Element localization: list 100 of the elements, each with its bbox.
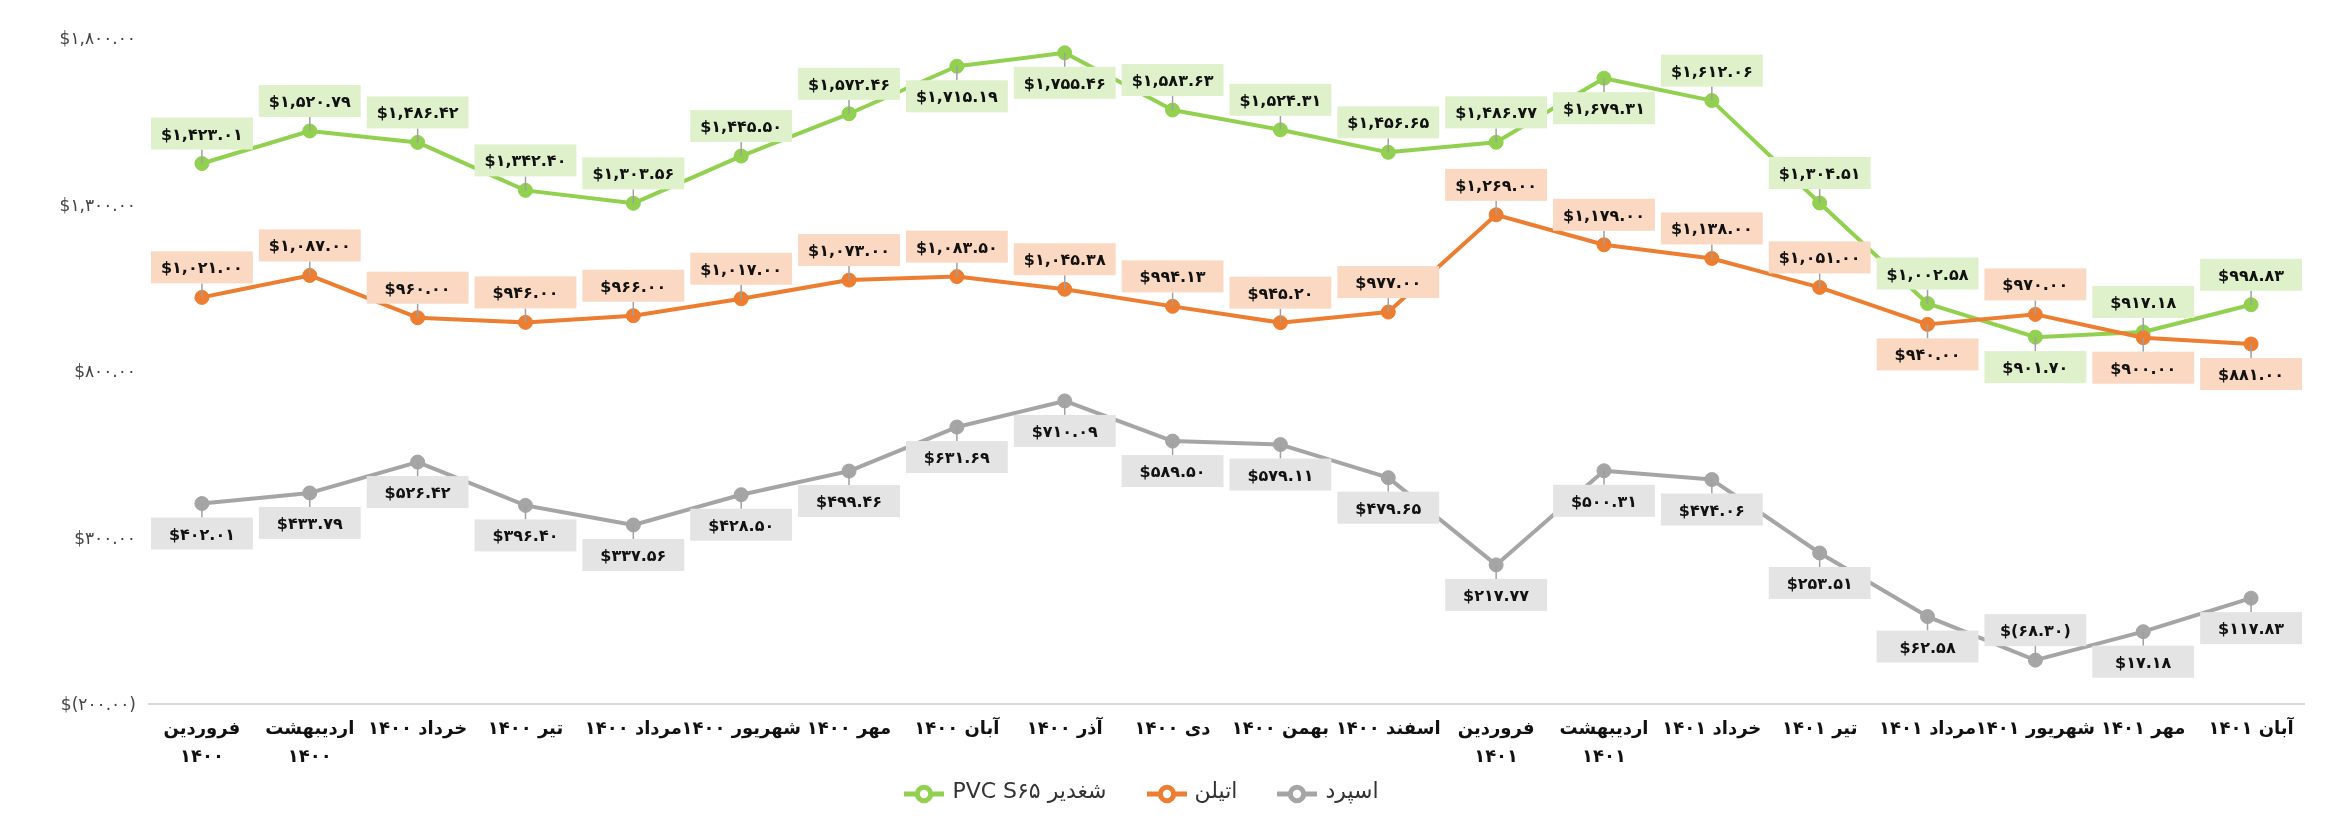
x-tick-label: مهر ۱۴۰۱: [2101, 717, 2186, 739]
legend-label: اتیلن: [1194, 777, 1238, 803]
x-tick-label: آذر ۱۴۰۰: [1026, 716, 1104, 738]
point: [1704, 250, 1720, 266]
data-label: $۱,۴۸۶.۷۷: [1455, 103, 1538, 123]
point: [1380, 144, 1396, 160]
x-tick-label: مرداد ۱۴۰۱: [1878, 717, 1977, 739]
data-label: $۵۰۰.۳۱: [1570, 491, 1637, 511]
data-label: $۹۰۱.۷۰: [2002, 358, 2069, 378]
point: [2027, 652, 2043, 668]
x-tick-label: خرداد ۱۴۰۱: [1662, 717, 1762, 739]
data-label: $۱۷.۱۸: [2115, 652, 2172, 672]
data-label: $۱,۵۲۴.۳۱: [1239, 90, 1322, 110]
point: [949, 269, 965, 285]
y-tick-label: $(۲۰۰.۰۰): [60, 694, 136, 714]
data-label: $۱,۰۸۳.۵۰: [915, 237, 998, 257]
point: [1380, 470, 1396, 486]
y-tick-label: $۱,۳۰۰.۰۰: [59, 194, 136, 215]
data-label: $۱,۶۷۹.۳۱: [1563, 99, 1645, 119]
point: [1812, 195, 1828, 211]
point: [2135, 624, 2151, 640]
point: [733, 487, 749, 503]
point: [1704, 472, 1720, 488]
point: [1272, 437, 1288, 453]
data-label: $۱,۰۴۵.۳۸: [1023, 250, 1106, 270]
point: [1380, 304, 1396, 320]
data-label: $۴۳۳.۷۹: [276, 513, 344, 533]
point: [410, 454, 426, 470]
point: [194, 156, 210, 172]
x-tick-label: بهمن ۱۴۰۰: [1231, 717, 1329, 739]
point: [2027, 306, 2043, 322]
data-label: $۱,۱۳۸.۰۰: [1670, 219, 1753, 239]
data-label: $۱,۰۸۷.۰۰: [268, 236, 351, 256]
point: [302, 267, 318, 283]
point: [302, 123, 318, 139]
data-label: $۹۷۷.۰۰: [1355, 273, 1422, 293]
x-tick-label: خرداد ۱۴۰۰: [368, 717, 468, 739]
point: [2243, 297, 2259, 313]
data-label: $۱,۴۲۳.۰۱: [160, 124, 243, 144]
data-label: $۳۹۶.۴۰: [492, 526, 559, 546]
point: [517, 497, 533, 513]
point: [2027, 329, 2043, 345]
point: [1812, 279, 1828, 295]
point: [2243, 590, 2259, 606]
data-label: $۳۳۷.۵۶: [600, 545, 667, 565]
data-label: $۹۴۰.۰۰: [1894, 345, 1961, 365]
point: [949, 58, 965, 74]
data-label: $۴۲۸.۵۰: [708, 515, 775, 535]
point: [841, 106, 857, 122]
x-tick-label: شهریور ۱۴۰۰: [681, 717, 801, 739]
data-label: $۶۲.۵۸: [1899, 637, 1956, 657]
point: [1596, 463, 1612, 479]
x-tick-label: اردیبهشت ۱۴۰۰: [265, 717, 355, 766]
legend-label: شغدیر PVC S۶۵: [952, 777, 1107, 803]
data-label: $۱,۶۱۲.۰۶: [1670, 61, 1753, 81]
point: [1812, 545, 1828, 561]
point: [410, 310, 426, 326]
data-label: $۹۴۶.۰۰: [492, 283, 559, 303]
data-label: $(۶۸.۳۰): [1999, 621, 2071, 641]
data-label: $۱,۰۲۱.۰۰: [160, 258, 243, 278]
data-label: $۵۸۹.۵۰: [1139, 462, 1206, 482]
data-label: $۱۱۷.۸۳: [2218, 619, 2285, 639]
x-tick-label: تیر ۱۴۰۰: [487, 717, 564, 739]
point: [625, 308, 641, 324]
point: [410, 134, 426, 150]
data-label: $۱,۵۲۰.۷۹: [268, 91, 351, 111]
x-tick-label: اردیبهشت ۱۴۰۱: [1559, 717, 1649, 766]
point: [1057, 393, 1073, 409]
x-tick-label: فروردین ۱۴۰۱: [1457, 717, 1535, 766]
data-label: $۱,۷۵۵.۴۶: [1023, 73, 1106, 93]
data-label: $۷۱۰.۰۹: [1031, 421, 1098, 441]
data-label: $۱,۲۶۹.۰۰: [1455, 175, 1538, 195]
point: [1596, 70, 1612, 86]
data-label: $۱,۱۷۹.۰۰: [1563, 205, 1645, 225]
data-label: $۱,۷۱۵.۱۹: [915, 87, 999, 107]
point: [1488, 134, 1504, 150]
x-tick-label: شهریور ۱۴۰۱: [1975, 717, 2096, 739]
data-label: $۹۹۴.۱۳: [1139, 267, 1206, 287]
point: [194, 289, 210, 305]
point: [1920, 296, 1936, 312]
data-label: $۹۷۰.۰۰: [2002, 275, 2069, 295]
point: [1165, 433, 1181, 449]
x-tick-label: مرداد ۱۴۰۰: [584, 717, 682, 739]
data-label: $۱,۳۴۲.۴۰: [484, 151, 567, 171]
point: [1057, 281, 1073, 297]
x-tick-label: فروردین ۱۴۰۰: [163, 717, 241, 766]
point: [517, 182, 533, 198]
point: [841, 272, 857, 288]
data-label: $۹۱۷.۱۸: [2110, 292, 2177, 312]
point: [1596, 237, 1612, 253]
point: [1920, 609, 1936, 625]
x-tick-label: اسفند ۱۴۰۰: [1335, 717, 1441, 738]
data-label: $۱,۳۰۴.۵۱: [1778, 164, 1861, 183]
data-label: $۶۳۱.۶۹: [923, 448, 991, 468]
legend-label: اسپرد: [1325, 777, 1379, 803]
point: [625, 517, 641, 533]
data-label: $۱,۰۱۷.۰۰: [700, 259, 783, 279]
point: [2243, 336, 2259, 352]
x-tick-label: آبان ۱۴۰۱: [2208, 716, 2295, 738]
data-label: $۵۲۶.۴۲: [384, 483, 451, 503]
